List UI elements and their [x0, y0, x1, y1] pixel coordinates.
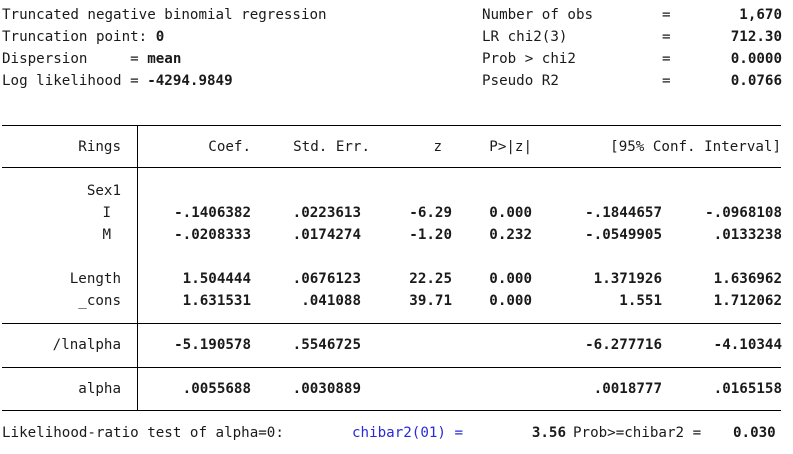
lnalpha-top-rule	[2, 323, 781, 324]
dispersion-label: Dispersion =	[2, 51, 148, 67]
log-likelihood-value: -4294.9849	[147, 73, 233, 89]
ci-high-cell: .0133238	[713, 227, 782, 243]
row-name: /lnalpha	[52, 337, 121, 353]
ci-high-cell: -.0968108	[705, 205, 782, 221]
table-top-rule	[2, 125, 781, 126]
nobs-label: Number of obs	[482, 7, 594, 23]
ci-low-cell: -.1844657	[585, 205, 662, 221]
chibar2-link[interactable]: chibar2(01) =	[352, 425, 464, 441]
ci-high-cell: 1.636962	[713, 271, 782, 287]
ci-low-cell: -6.277716	[585, 337, 662, 353]
se-cell: .041088	[301, 293, 361, 309]
ci-high-cell: 1.712062	[713, 293, 782, 309]
se-cell: .0676123	[292, 271, 361, 287]
col-p-header: P>|z|	[489, 139, 532, 155]
truncation-point-label: Truncation point:	[2, 29, 156, 45]
alpha-top-rule	[2, 367, 781, 368]
coef-cell: -.0208333	[174, 227, 251, 243]
lr-chi2-value: 712.30	[730, 29, 782, 45]
dispersion-line: Dispersion = mean	[2, 48, 181, 70]
pseudo-r2-label: Pseudo R2	[482, 73, 559, 89]
p-cell: 0.000	[489, 293, 532, 309]
ci-low-cell: .0018777	[593, 381, 662, 397]
model-title: Truncated negative binomial regression	[2, 7, 327, 23]
prob-chi2-label: Prob > chi2	[482, 51, 576, 67]
row-name: Length	[69, 271, 121, 287]
row-name: alpha	[78, 381, 121, 397]
col-ci-header: [95% Conf. Interval]	[610, 139, 781, 155]
coef-cell: .0055688	[182, 381, 251, 397]
col-coef-header: Coef.	[208, 139, 251, 155]
lr-test-text: Likelihood-ratio test of alpha=0:	[2, 425, 284, 441]
se-cell: .5546725	[292, 337, 361, 353]
coef-cell: -.1406382	[174, 205, 251, 221]
ci-high-cell: .0165158	[713, 381, 782, 397]
pseudo-r2-value: 0.0766	[730, 73, 782, 89]
dispersion-value: mean	[147, 51, 182, 67]
ci-low-cell: 1.551	[619, 293, 662, 309]
p-cell: 0.000	[489, 271, 532, 287]
chibar2-value: 3.56	[531, 425, 566, 441]
coef-cell: -5.190578	[174, 337, 251, 353]
nobs-value: 1,670	[739, 7, 782, 23]
truncation-point-value: 0	[155, 29, 165, 45]
table-divider	[137, 125, 138, 410]
p-cell: 0.232	[489, 227, 532, 243]
se-cell: .0030889	[292, 381, 361, 397]
lr-chi2-eq: =	[662, 29, 671, 45]
z-cell: 39.71	[409, 293, 452, 309]
p-cell: 0.000	[489, 205, 532, 221]
prob-chi2-eq: =	[662, 51, 671, 67]
lr-chi2-label: LR chi2(3)	[482, 29, 568, 45]
truncation-point-line: Truncation point: 0	[2, 26, 164, 48]
col-se-header: Std. Err.	[293, 139, 370, 155]
ci-low-cell: 1.371926	[593, 271, 662, 287]
ci-low-cell: -.0549905	[585, 227, 662, 243]
coef-cell: 1.504444	[182, 271, 251, 287]
log-likelihood-label: Log likelihood =	[2, 73, 148, 89]
se-cell: .0223613	[292, 205, 361, 221]
pseudo-r2-eq: =	[662, 73, 671, 89]
coef-cell: 1.631531	[182, 293, 251, 309]
prob-chi2-value: 0.0000	[730, 51, 782, 67]
row-name: M	[102, 227, 111, 243]
prob-chibar2-label: Prob>=chibar2 =	[573, 425, 702, 441]
z-cell: 22.25	[409, 271, 452, 287]
prob-chibar2-value: 0.030	[733, 425, 776, 441]
z-cell: -1.20	[409, 227, 452, 243]
ci-high-cell: -4.10344	[713, 337, 782, 353]
col-z-header: z	[433, 139, 442, 155]
table-bottom-rule	[2, 410, 781, 411]
nobs-eq: =	[662, 7, 671, 23]
log-likelihood-line: Log likelihood = -4294.9849	[2, 70, 233, 92]
row-name: _cons	[78, 293, 121, 309]
row-name: I	[102, 205, 111, 221]
sex1-group-label: Sex1	[86, 183, 121, 199]
z-cell: -6.29	[409, 205, 452, 221]
header-rule	[2, 167, 781, 168]
se-cell: .0174274	[292, 227, 361, 243]
depvar-header: Rings	[78, 139, 121, 155]
